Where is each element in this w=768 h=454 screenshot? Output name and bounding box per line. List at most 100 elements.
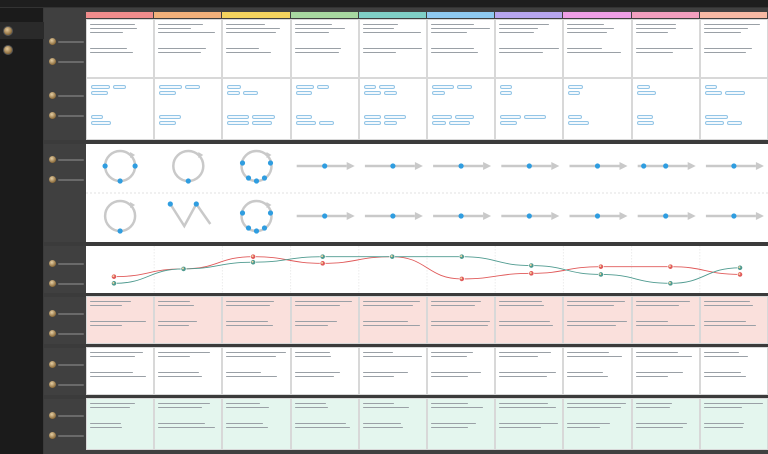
board-cell[interactable] (86, 398, 155, 450)
board-cell[interactable] (495, 19, 564, 78)
board-cell[interactable] (222, 296, 291, 344)
touchpoint-node[interactable] (193, 201, 199, 207)
tag-chip[interactable] (318, 121, 334, 125)
tag-chip[interactable] (227, 85, 242, 89)
arrow-icon[interactable] (296, 162, 355, 170)
board-cell[interactable] (358, 296, 427, 344)
tag-chip[interactable] (457, 85, 472, 89)
board-cell[interactable] (427, 78, 496, 140)
board-cell[interactable] (563, 19, 632, 78)
touchpoint-node[interactable] (458, 213, 464, 219)
board-cell[interactable] (495, 78, 564, 140)
board-cell[interactable] (222, 19, 291, 78)
board-cell[interactable] (154, 78, 223, 140)
board-cell[interactable] (631, 78, 700, 140)
tag-chip[interactable] (113, 85, 126, 89)
tag-chip[interactable] (91, 91, 108, 95)
board-cell[interactable] (631, 296, 700, 344)
tag-chip[interactable] (449, 121, 470, 125)
touchpoint-node[interactable] (261, 175, 268, 181)
touchpoint-node[interactable] (245, 225, 252, 231)
arrow-icon[interactable] (433, 212, 492, 220)
board-cell[interactable] (154, 296, 223, 344)
arrow-icon[interactable] (364, 212, 423, 220)
tag-chip[interactable] (363, 91, 381, 95)
tag-chip[interactable] (227, 91, 241, 95)
touchpoint-node[interactable] (458, 163, 464, 169)
arrow-icon[interactable] (569, 162, 628, 170)
cycle-icon[interactable] (172, 149, 205, 184)
arrow-icon[interactable] (296, 212, 355, 220)
board-cell[interactable] (699, 78, 768, 140)
touchpoint-node[interactable] (167, 201, 173, 207)
touchpoint-node[interactable] (526, 213, 532, 219)
tag-chip[interactable] (91, 115, 103, 119)
tag-chip[interactable] (704, 91, 722, 95)
tag-chip[interactable] (295, 85, 314, 89)
touchpoint-node[interactable] (132, 163, 138, 169)
tag-chip[interactable] (455, 115, 474, 119)
board-cell[interactable] (699, 296, 768, 344)
board-cell[interactable] (427, 347, 496, 395)
column-header[interactable] (563, 12, 631, 18)
tag-chip[interactable] (252, 115, 276, 119)
tag-chip[interactable] (704, 85, 717, 89)
board-cell[interactable] (631, 19, 700, 78)
tag-chip[interactable] (159, 85, 183, 89)
tag-chip[interactable] (295, 91, 312, 95)
column-header[interactable] (495, 12, 563, 18)
board-cell[interactable] (86, 78, 155, 140)
touchpoint-node[interactable] (663, 163, 669, 169)
board-cell[interactable] (563, 78, 632, 140)
touchpoint-node[interactable] (253, 228, 260, 234)
touchpoint-node[interactable] (641, 163, 647, 169)
tag-chip[interactable] (568, 85, 584, 89)
touchpoint-node[interactable] (239, 210, 246, 216)
touchpoint-node[interactable] (117, 178, 123, 184)
board-cell[interactable] (427, 296, 496, 344)
tag-chip[interactable] (243, 91, 259, 95)
tag-chip[interactable] (636, 115, 653, 119)
touchpoint-node[interactable] (239, 160, 246, 166)
column-header[interactable] (222, 12, 290, 18)
tag-chip[interactable] (227, 121, 250, 125)
board-cell[interactable] (222, 347, 291, 395)
cycle-icon[interactable] (103, 199, 137, 234)
board-cell[interactable] (86, 296, 155, 344)
tag-chip[interactable] (500, 121, 518, 125)
tag-chip[interactable] (185, 85, 201, 89)
tag-chip[interactable] (295, 121, 316, 125)
board-cell[interactable] (154, 398, 223, 450)
tag-chip[interactable] (724, 91, 745, 95)
cycle-icon[interactable] (239, 149, 274, 184)
touchpoint-node[interactable] (526, 163, 532, 169)
arrow-icon[interactable] (569, 212, 628, 220)
touchpoint-node[interactable] (253, 178, 260, 184)
tag-chip[interactable] (432, 85, 454, 89)
tag-chip[interactable] (383, 121, 397, 125)
board-cell[interactable] (427, 19, 496, 78)
touchpoint-node[interactable] (322, 213, 328, 219)
zigzag-icon[interactable] (167, 201, 212, 229)
tag-chip[interactable] (636, 91, 656, 95)
touchpoint-node[interactable] (594, 163, 601, 169)
board-cell[interactable] (290, 398, 359, 450)
tag-chip[interactable] (636, 121, 654, 125)
touchpoint-node[interactable] (185, 178, 191, 184)
board-cell[interactable] (495, 398, 564, 450)
board-cell[interactable] (563, 398, 632, 450)
board-cell[interactable] (563, 347, 632, 395)
board-cell[interactable] (427, 398, 496, 450)
tag-chip[interactable] (704, 115, 728, 119)
tag-chip[interactable] (316, 85, 329, 89)
persona-item[interactable] (0, 22, 44, 39)
tag-chip[interactable] (432, 91, 445, 95)
board-cell[interactable] (222, 78, 291, 140)
touchpoint-node[interactable] (245, 175, 252, 181)
tag-chip[interactable] (363, 121, 381, 125)
column-header[interactable] (699, 12, 767, 18)
board-cell[interactable] (154, 347, 223, 395)
board-cell[interactable] (699, 19, 768, 78)
touchpoint-node[interactable] (261, 225, 268, 231)
board-cell[interactable] (563, 296, 632, 344)
